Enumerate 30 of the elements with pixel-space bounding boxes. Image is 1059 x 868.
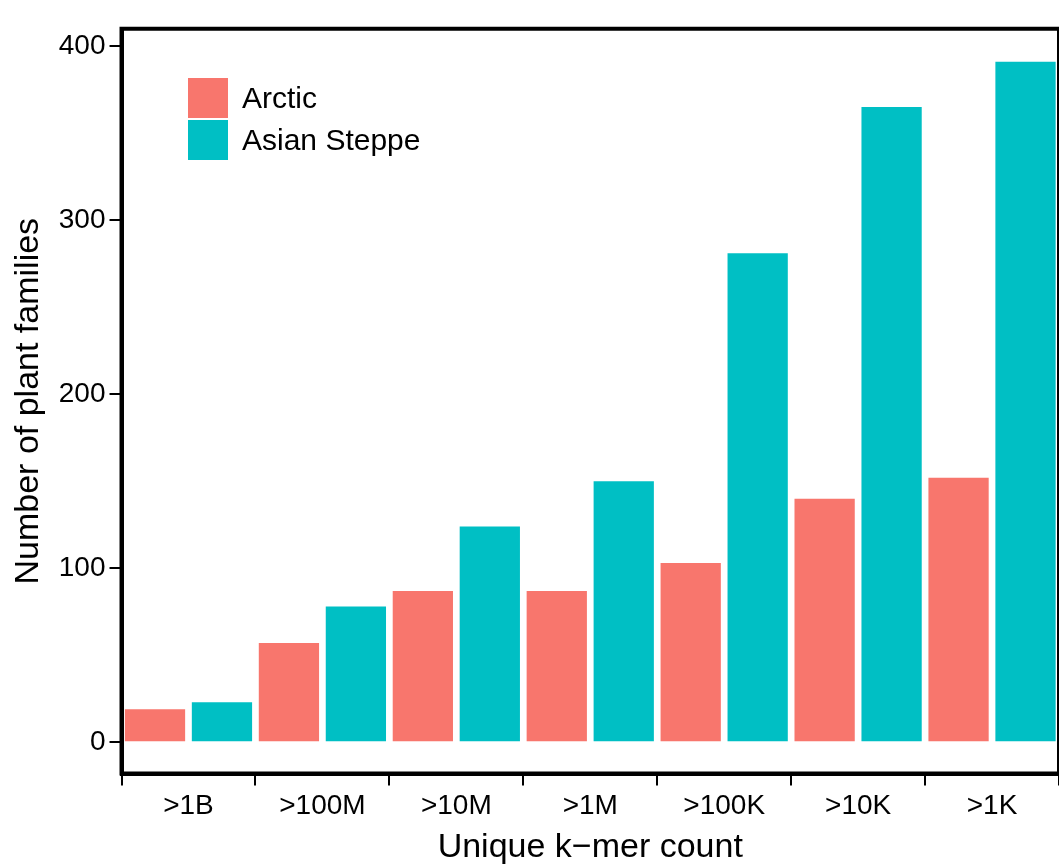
bar (459, 526, 520, 742)
x-tick-label: >1B (163, 789, 214, 821)
bar (124, 709, 186, 742)
bar (928, 477, 989, 742)
y-tick-label: 100 (58, 550, 106, 582)
bar (392, 590, 453, 742)
legend-label: Arctic (242, 80, 317, 116)
x-tick-label: >100M (279, 789, 366, 821)
x-tick-label: >100K (683, 789, 766, 821)
bar (660, 563, 721, 742)
x-tick-label: >10K (825, 789, 892, 821)
bar (593, 481, 654, 742)
y-tick-label: 400 (58, 28, 106, 60)
bar (995, 61, 1056, 742)
bar (861, 107, 922, 742)
bar (794, 498, 855, 742)
legend-label: Asian Steppe (242, 122, 421, 158)
y-tick-label: 300 (58, 202, 106, 234)
bar (258, 643, 320, 742)
bar (191, 702, 253, 742)
x-axis-title: Unique k−mer count (437, 825, 744, 864)
y-tick-label: 200 (58, 376, 106, 408)
y-axis-title: Number of plant families (6, 217, 45, 585)
y-tick-label: 0 (89, 725, 106, 756)
bar (526, 590, 587, 742)
x-tick-label: >1K (966, 789, 1018, 821)
bar (325, 606, 387, 742)
bar (727, 253, 788, 742)
x-tick-label: >10M (420, 789, 492, 821)
x-tick-label: >1M (562, 789, 618, 821)
